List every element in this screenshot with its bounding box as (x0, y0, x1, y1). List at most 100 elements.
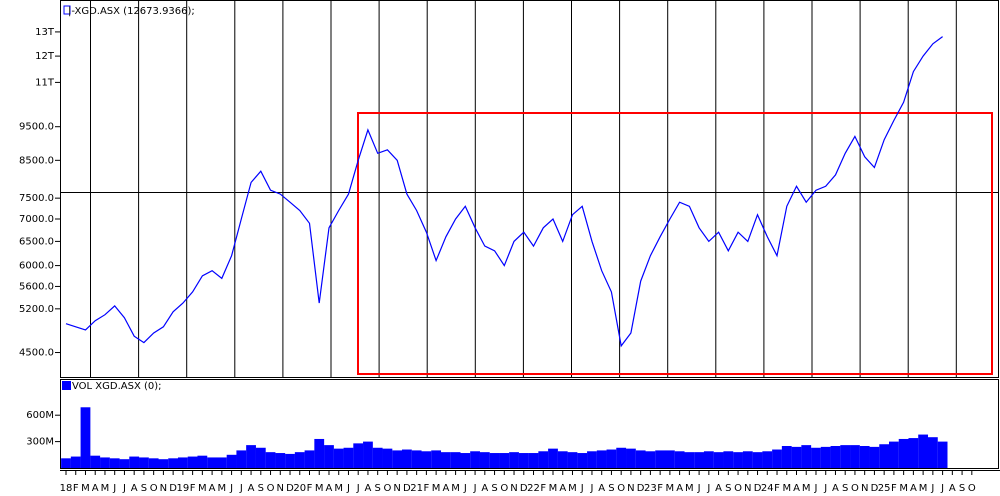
volume-bar (918, 434, 929, 468)
x-tick-label: J (473, 483, 477, 494)
x-tick-label: 22 (527, 483, 540, 494)
volume-bar (927, 437, 938, 468)
volume-bar (742, 451, 753, 468)
volume-bar (363, 441, 373, 468)
volume-bar (635, 450, 646, 468)
x-tick-label: A (481, 483, 488, 494)
x-tick-label: A (131, 483, 138, 494)
x-tick-label: M (101, 483, 110, 494)
volume-bar (450, 452, 461, 468)
x-tick-label: F (307, 483, 313, 494)
x-tick-label: O (500, 483, 508, 494)
x-tick-label: A (326, 483, 333, 494)
volume-bar (304, 450, 315, 468)
x-tick-label: N (510, 483, 517, 494)
x-tick-label: J (463, 483, 467, 494)
volume-bar (158, 459, 169, 468)
x-tick-label: M (666, 483, 675, 494)
volume-bar (61, 458, 71, 468)
volume-bar (90, 455, 101, 468)
x-tick-label: 25 (878, 483, 891, 494)
x-tick-label: J (346, 483, 350, 494)
volume-bar (616, 447, 627, 468)
x-tick-label: O (267, 483, 275, 494)
x-tick-label: S (375, 483, 381, 494)
volume-bar (567, 452, 578, 468)
volume-bar (801, 445, 812, 468)
x-tick-label: J (580, 483, 584, 494)
volume-bar (372, 447, 383, 468)
x-tick-label: N (744, 483, 751, 494)
volume-bar (596, 450, 607, 468)
volume-bar (626, 448, 636, 468)
x-tick-label: J (706, 483, 710, 494)
x-tick-label: M (198, 483, 207, 494)
volume-bar (703, 451, 714, 468)
volume-title: VOL XGD.ASX (0); (72, 381, 162, 392)
volume-bar (129, 456, 140, 468)
volume-bar (869, 446, 880, 468)
x-tick-label: 19 (177, 483, 190, 494)
legend-marker (63, 5, 71, 15)
volume-bar (197, 455, 208, 468)
x-tick-label: M (919, 483, 928, 494)
x-tick-label: M (334, 483, 343, 494)
x-tick-label: N (627, 483, 634, 494)
volume-bar (265, 452, 276, 468)
y-tick-label: 13T (35, 27, 55, 38)
x-tick-label: M (899, 483, 908, 494)
time-dividers (90, 1, 957, 378)
x-tick-label: A (92, 483, 99, 494)
x-tick-label: N (277, 483, 284, 494)
volume-bar (518, 453, 529, 468)
x-tick-label: 23 (644, 483, 657, 494)
x-tick-label: A (598, 483, 605, 494)
volume-bar (908, 438, 919, 468)
x-tick-label: A (248, 483, 255, 494)
y-tick-label: 9500.0 (19, 122, 54, 133)
x-tick-label: 21 (410, 483, 423, 494)
volume-bar (772, 449, 782, 468)
x-tick-label: 24 (761, 483, 774, 494)
volume-bar (333, 448, 344, 468)
volume-bar (937, 441, 948, 468)
volume-bar (324, 445, 334, 468)
volume-bar (236, 450, 247, 468)
volume-bar (431, 450, 442, 468)
x-tick-label: J (940, 483, 944, 494)
volume-bar (226, 454, 237, 468)
x-tick-label: J (356, 483, 360, 494)
volume-bar (216, 457, 227, 468)
volume-bar (509, 452, 519, 468)
volume-bar (168, 458, 179, 468)
volume-bar (285, 453, 295, 468)
volume-bar (723, 451, 734, 468)
volume-bar (830, 446, 841, 468)
x-tick-label: F (774, 483, 780, 494)
y-tick-label: 6000.0 (19, 261, 54, 272)
volume-bar (587, 451, 597, 468)
volume-bar (879, 444, 890, 468)
volume-bar (421, 451, 432, 468)
volume-bar (343, 447, 354, 468)
x-tick-label: M (685, 483, 694, 494)
x-tick-label: M (451, 483, 460, 494)
x-tick-label: 18 (60, 483, 73, 494)
volume-bar (255, 447, 266, 468)
highlight-box (357, 112, 993, 375)
volume-bar (499, 453, 510, 468)
x-tick-label: F (657, 483, 663, 494)
x-tick-label: F (73, 483, 79, 494)
y-tick-label: 5600.0 (19, 281, 54, 292)
volume-bar (402, 449, 412, 468)
volume-panel (60, 379, 999, 469)
x-tick-label: M (432, 483, 441, 494)
x-tick-label: A (676, 483, 683, 494)
price-title: |-XGD.ASX (12673.9366); (68, 6, 195, 17)
x-tick-label: J (122, 483, 126, 494)
volume-bar (850, 445, 860, 468)
volume-bar (655, 450, 666, 468)
